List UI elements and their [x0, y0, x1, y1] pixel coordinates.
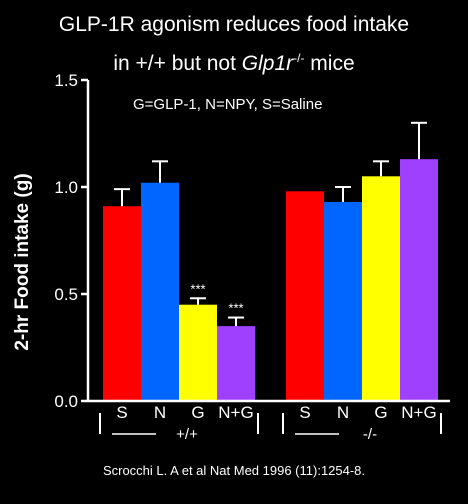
bar [324, 201, 362, 401]
y-tick-label: 0.0 [54, 392, 78, 411]
bar-category-label: N [154, 403, 166, 422]
y-tick-label: 0.5 [54, 285, 78, 304]
bar [217, 326, 255, 401]
title-suffix: mice [304, 52, 355, 75]
y-axis-label: 2-hr Food intake (g) [12, 173, 33, 351]
significance-label: *** [190, 281, 205, 296]
chart-title-line1: GLP-1R agonism reduces food intake [58, 13, 410, 36]
bar-category-label: N+G [401, 403, 436, 422]
bar [141, 182, 179, 401]
y-tick-label: 1.5 [54, 71, 78, 90]
bar [103, 206, 141, 401]
bar-category-label: N+G [218, 403, 253, 422]
legend-text: G=GLP-1, N=NPY, S=Saline [133, 96, 323, 113]
group-label: +/+ [176, 426, 198, 443]
bar [179, 304, 217, 401]
bar [362, 176, 400, 401]
bar [400, 159, 438, 401]
bar-category-label: S [116, 403, 127, 422]
title-gene: Glp1r [241, 52, 294, 75]
significance-label: *** [228, 301, 243, 316]
chart-title-line2: in +/+ but not Glp1r-/- mice [0, 45, 468, 77]
group-label: -/- [363, 426, 377, 443]
title-gene-sup: -/- [293, 51, 305, 65]
bar-category-label: S [299, 403, 310, 422]
citation: Scrocchi L. A et al Nat Med 1996 (11):12… [102, 463, 366, 478]
bar-category-label: G [374, 403, 387, 422]
y-tick-label: 1.0 [54, 178, 78, 197]
bar [286, 191, 324, 401]
bar-category-label: N [337, 403, 349, 422]
title-prefix: in +/+ but not [113, 52, 242, 75]
bar-category-label: G [191, 403, 204, 422]
